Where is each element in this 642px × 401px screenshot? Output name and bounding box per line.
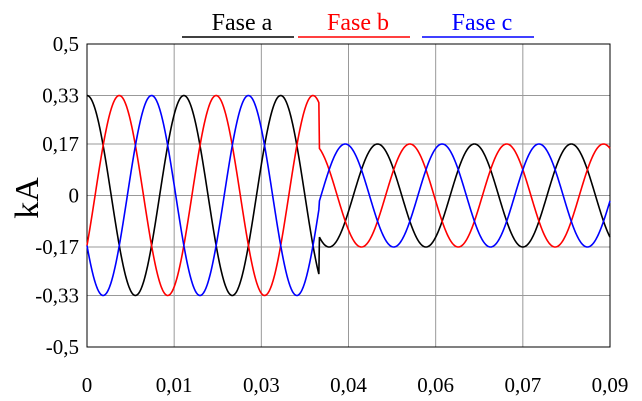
y-axis-label: kA bbox=[9, 177, 46, 219]
y-tick-label: 0,33 bbox=[42, 84, 79, 108]
y-tick-label: -0,5 bbox=[46, 335, 79, 359]
legend-label-3: Fase c bbox=[452, 10, 513, 36]
x-tick-labels: 0 0,01 0,03 0,04 0,06 0,07 0,09 bbox=[82, 373, 629, 397]
x-tick-label: 0,06 bbox=[417, 373, 454, 397]
y-tick-label: 0,17 bbox=[42, 132, 79, 156]
y-tick-label: 0 bbox=[69, 184, 80, 208]
series-layer bbox=[86, 94, 611, 297]
plot-frame bbox=[86, 43, 611, 348]
y-tick-label: -0,17 bbox=[35, 235, 79, 259]
y-tick-labels: 0,5 0,33 0,17 0 -0,17 -0,33 -0,5 bbox=[35, 32, 79, 359]
y-tick-label: -0,33 bbox=[35, 283, 79, 307]
legend: Fase a Fase b Fase c bbox=[182, 10, 534, 38]
x-tick-label: 0 bbox=[82, 373, 93, 397]
series-line-3 bbox=[86, 94, 611, 297]
x-tick-label: 0,07 bbox=[504, 373, 541, 397]
x-tick-label: 0,09 bbox=[592, 373, 629, 397]
x-tick-label: 0,01 bbox=[156, 373, 193, 397]
legend-label-1: Fase a bbox=[212, 10, 273, 36]
series-line-1 bbox=[86, 94, 611, 297]
x-tick-label: 0,04 bbox=[330, 373, 367, 397]
legend-label-2: Fase b bbox=[327, 10, 389, 36]
x-tick-label: 0,03 bbox=[243, 373, 280, 397]
y-tick-label: 0,5 bbox=[53, 32, 79, 56]
